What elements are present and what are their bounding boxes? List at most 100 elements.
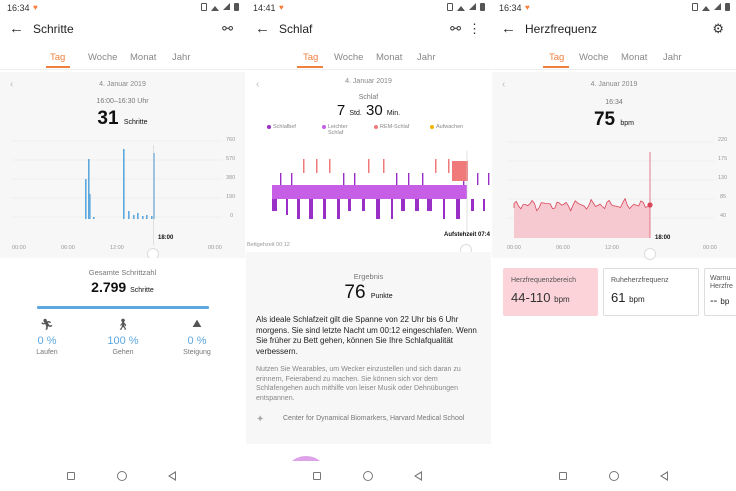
legend-dot [267,125,271,129]
result-label: Ergebnis [353,272,384,281]
home-button[interactable] [363,471,373,481]
back-arrow-icon[interactable]: ← [501,20,516,37]
rem-segment [368,159,370,173]
legend-dot [430,125,434,129]
sleep-result-card [246,252,491,444]
score-unit: Punkte [370,293,393,300]
back-arrow-icon[interactable]: ← [9,20,24,37]
deep-sleep-segment [362,199,365,211]
deep-sleep-segment [415,199,419,211]
tab-day[interactable]: Tag [549,52,565,63]
wakeup-label: Aufstehzeit 07:4 [444,232,491,238]
tab-month[interactable]: Monat [621,52,648,63]
legend-dot [322,125,326,129]
more-options-icon[interactable]: ⋮ [468,21,481,36]
x-tick: 00:00 [12,245,26,251]
sleep-advice: Als ideale Schlafzeit gilt die Spanne vo… [256,315,477,356]
y-tick: 220 [718,137,728,143]
tab-day[interactable]: Tag [303,52,319,63]
y-tick: 190 [226,194,236,200]
back-button[interactable] [660,471,668,481]
time-scrubber-handle[interactable] [644,248,656,260]
previous-day-icon[interactable]: ‹ [10,79,14,90]
share-icon[interactable]: ⚯ [450,21,461,36]
heart-rate-screen: 16:34 ♥ ← Herzfrequenz ⚙ Tag Woche Monat… [492,0,736,491]
android-nav-bar [246,461,491,491]
app-bar: ← Herzfrequenz ⚙ [492,14,736,44]
tab-week[interactable]: Woche [579,52,609,63]
back-button[interactable] [168,471,176,481]
deep-sleep-tick [477,173,479,185]
legend-light: Leichter Schlaf [322,124,362,136]
tab-year[interactable]: Jahr [663,52,682,63]
page-title: Schritte [33,22,74,36]
recents-button[interactable] [67,472,75,480]
stat-walking: 🚶︎ 100 % Gehen [93,318,153,356]
status-time: 16:34 [499,3,522,13]
activity-distribution-bar [37,306,209,309]
back-button[interactable] [414,471,422,481]
chart-date: 4. Januar 2019 [99,81,146,88]
deep-sleep-tick [354,173,356,185]
x-tick: 06:00 [556,245,570,251]
tab-day[interactable]: Tag [50,52,66,63]
recents-button[interactable] [313,472,321,480]
status-bar: 14:41 ♥ [246,0,491,14]
tab-year[interactable]: Jahr [172,52,191,63]
app-bar: ← Schritte ⚯ [0,14,245,44]
gear-icon[interactable]: ⚙ [712,21,724,36]
tab-month[interactable]: Monat [376,52,403,63]
rem-segment [435,159,437,173]
deep-sleep-segment [323,199,326,219]
climbing-label: Steigung [183,349,211,356]
deep-sleep-segment [471,199,474,211]
total-steps-value: 2.799 [91,279,127,295]
app-bar: ← Schlaf ⚯ ⋮ [246,14,491,44]
chart-date: 4. Januar 2019 [345,78,392,85]
deep-sleep-segment [337,199,340,219]
deep-sleep-tick [488,173,490,185]
legend-deep: Schlafbef [267,124,296,130]
card-title: Ruheherzfrequenz [611,277,669,284]
card-heart-rate-range[interactable]: Herzfrequenzbereich 44-110 bpm [503,268,598,316]
tab-year[interactable]: Jahr [417,52,436,63]
card-value-number: 44-110 [511,290,551,305]
chart-date: 4. Januar 2019 [590,81,638,88]
card-value: 61 bpm [611,290,691,305]
card-value: -- bp [710,295,736,307]
total-steps-label: Gesamte Schrittzahl [88,268,157,277]
y-tick: 175 [718,156,728,162]
y-tick: 130 [718,175,728,181]
card-heart-rate-warning[interactable]: Warnu Herzfre -- bp [704,268,736,316]
tab-indicator [543,66,569,68]
steps-screen: 16:34 ♥ ← Schritte ⚯ Tag Woche Monat Jah… [0,0,245,491]
legend-label: Leichter Schlaf [328,124,348,136]
card-resting-heart-rate[interactable]: Ruheherzfrequenz 61 bpm [603,268,699,316]
steps-bar [85,179,87,219]
signal-icon [469,3,476,10]
legend-label: REM-Schlaf [380,124,410,130]
previous-day-icon[interactable]: ‹ [256,79,260,90]
recents-button[interactable] [559,472,567,480]
tab-week[interactable]: Woche [88,52,118,63]
legend-awake: Aufwachen [430,124,463,130]
share-icon[interactable]: ⚯ [222,21,233,36]
home-button[interactable] [609,471,619,481]
card-value: 44-110 bpm [511,290,590,305]
previous-day-icon[interactable]: ‹ [502,79,506,90]
tab-week[interactable]: Woche [334,52,364,63]
tab-indicator [46,66,70,68]
status-time: 14:41 [253,3,276,13]
x-tick: 06:00 [61,245,75,251]
heart-rate-value: 75 [593,109,616,130]
back-arrow-icon[interactable]: ← [255,20,270,37]
rem-segment [329,159,331,173]
y-tick: 0 [230,213,234,219]
rem-segment [452,161,468,181]
y-tick: 760 [226,137,236,143]
page-title: Schlaf [279,22,313,36]
home-button[interactable] [117,471,127,481]
steps-bar [88,159,90,219]
tab-month[interactable]: Monat [130,52,157,63]
total-steps-unit: Schritte [130,287,154,294]
